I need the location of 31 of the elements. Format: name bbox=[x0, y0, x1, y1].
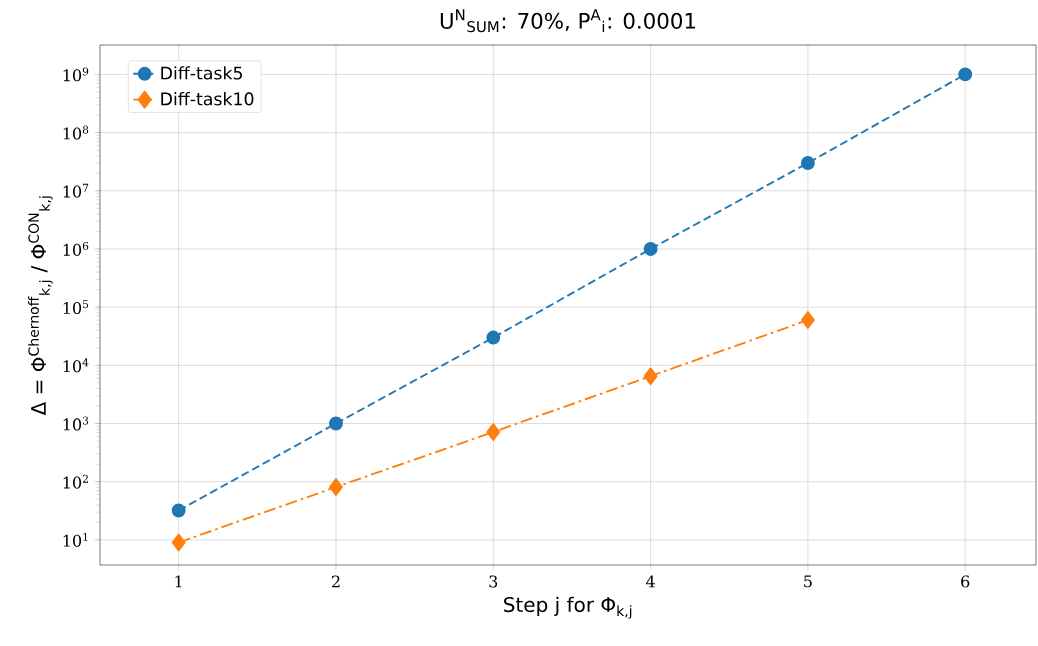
y-tick-label: 10$^{7}$ bbox=[63, 183, 89, 198]
point bbox=[329, 416, 343, 431]
point bbox=[643, 242, 658, 256]
x-tick-label: 4 bbox=[646, 575, 655, 588]
point bbox=[958, 67, 973, 82]
point bbox=[329, 478, 343, 496]
y-tick-label: 10$^{9}$ bbox=[63, 67, 89, 82]
y-tick-label: 10$^{3}$ bbox=[63, 416, 89, 431]
y-tick-label: 10$^{1}$ bbox=[63, 532, 88, 547]
legend-label: Diff-task10 bbox=[161, 92, 254, 106]
point bbox=[643, 367, 658, 386]
y-axis-title: Δ = Φ$^{Chernoff}$$_{k,j}$ / Φ$^{CON}$k,j bbox=[28, 196, 53, 416]
point bbox=[800, 311, 815, 329]
y-tick-label: 10$^{8}$ bbox=[63, 125, 89, 140]
chart-title: U$^{N}$$_{SUM}$: 70%, P$^{A}$$_{i}$: 0.0001 bbox=[440, 9, 696, 33]
y-tick-label: 10$^{4}$ bbox=[63, 358, 89, 373]
point bbox=[171, 503, 186, 518]
point bbox=[171, 533, 186, 552]
legend-label: Diff-task5 bbox=[161, 66, 243, 80]
x-axis-title: Step j for Φ$_{k,j}$ bbox=[504, 596, 632, 619]
x-tick-label: 1 bbox=[175, 575, 182, 588]
point bbox=[486, 330, 501, 345]
x-tick-label: 2 bbox=[331, 575, 340, 588]
y-tick-label: 10$^{2}$ bbox=[63, 474, 88, 489]
y-tick-label: 10$^{5}$ bbox=[63, 300, 89, 315]
x-tick-label: 6 bbox=[961, 575, 970, 588]
x-tick-label: 3 bbox=[489, 575, 498, 588]
x-tick-label: 5 bbox=[804, 575, 812, 588]
point bbox=[800, 156, 815, 170]
point bbox=[486, 423, 501, 441]
y-tick-label: 10$^{6}$ bbox=[63, 241, 89, 256]
